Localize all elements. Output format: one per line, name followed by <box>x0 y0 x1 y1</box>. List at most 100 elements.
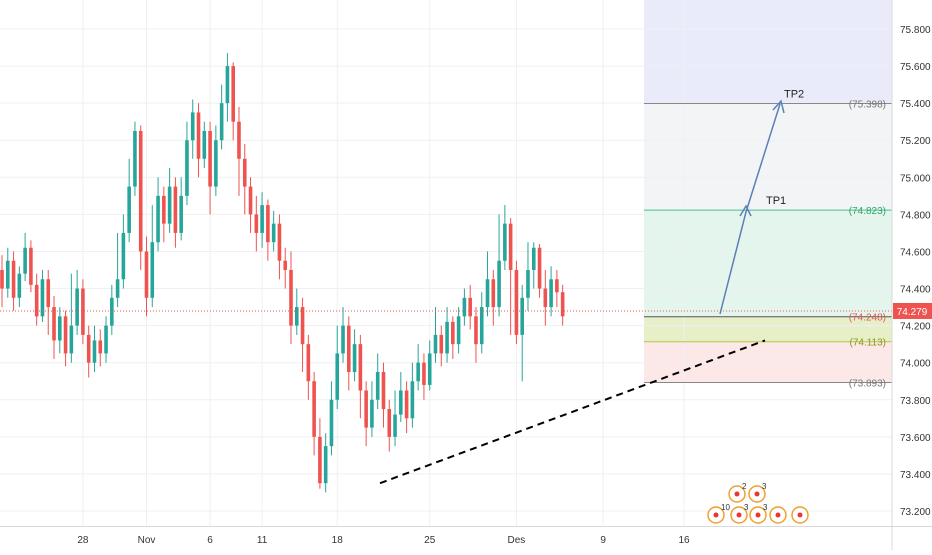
candle-body <box>46 279 51 308</box>
y-tick-label: 73.800 <box>900 396 931 407</box>
candle-body <box>40 279 45 317</box>
event-badge-icon[interactable]: 10 <box>707 503 730 524</box>
candle-body <box>5 260 10 289</box>
candle-body <box>202 130 207 159</box>
candle-body <box>277 223 282 261</box>
stop-zone <box>644 341 892 383</box>
candle-body <box>219 103 224 141</box>
candle-body <box>133 130 137 187</box>
x-tick-label: Des <box>508 535 526 546</box>
candle-body <box>323 446 328 484</box>
candle-body <box>560 292 565 317</box>
x-tick-label: 25 <box>424 535 436 546</box>
event-badge-dot <box>734 491 740 497</box>
arrowhead-tp2 <box>772 99 785 114</box>
candle-body <box>514 270 519 335</box>
candle-body <box>416 362 420 382</box>
support-band <box>644 316 892 342</box>
candle-body <box>399 390 403 415</box>
candle-body <box>491 279 496 308</box>
event-badge-dot <box>775 512 781 518</box>
event-badge-dot <box>755 512 761 518</box>
candle-body <box>110 297 114 326</box>
candle-body <box>144 251 149 298</box>
candle-body <box>433 334 438 354</box>
candle-body <box>462 297 467 317</box>
y-tick-label: 73.400 <box>900 470 931 481</box>
tp2-zone <box>644 103 892 211</box>
trendline <box>379 339 766 485</box>
event-badge-dot <box>713 512 719 518</box>
candle-body <box>156 195 160 243</box>
y-tick-label: 74.600 <box>900 247 931 258</box>
candle-body <box>52 307 56 341</box>
candle-body <box>173 186 178 233</box>
candle-body <box>543 288 548 308</box>
event-badge-count: 3 <box>762 482 767 491</box>
candle-body <box>225 66 230 104</box>
candle-body <box>242 158 247 187</box>
candle-body <box>439 334 444 354</box>
event-badge-icon[interactable] <box>769 506 787 524</box>
candle-body <box>86 334 91 363</box>
candle-body <box>526 270 530 298</box>
candle-body <box>92 340 97 363</box>
candle-body <box>11 260 16 298</box>
candle-body <box>393 414 397 437</box>
event-badge-icon[interactable]: 3 <box>748 482 767 503</box>
candle-body <box>69 325 74 354</box>
candle-body <box>300 307 305 345</box>
event-badge-dot <box>736 512 742 518</box>
candle-body <box>214 140 218 187</box>
candle-body <box>422 362 426 385</box>
tp2-label: TP2 <box>784 89 804 101</box>
candle-body <box>150 242 155 298</box>
x-tick-label: 6 <box>207 535 213 546</box>
y-tick-label: 74.400 <box>900 285 931 296</box>
arrowhead-tp1 <box>739 204 752 217</box>
candle-body <box>537 247 542 289</box>
level-label: (73.893) <box>849 379 886 390</box>
candle-body <box>456 316 461 345</box>
candle-body <box>0 270 4 289</box>
candle-body <box>312 381 316 437</box>
candle-body <box>260 205 264 233</box>
candle-body <box>381 371 386 410</box>
candle-body <box>410 381 415 419</box>
price-badge-label: 74.279 <box>897 307 928 318</box>
candle-body <box>341 325 345 354</box>
candle-body <box>127 186 131 233</box>
tp1-label: TP1 <box>766 195 786 207</box>
y-tick-label: 75.000 <box>900 173 931 184</box>
x-tick-label: 18 <box>332 535 344 546</box>
candle-body <box>58 316 62 341</box>
candle-body <box>474 316 478 345</box>
y-tick-label: 74.200 <box>900 322 931 333</box>
candle-body <box>266 205 270 243</box>
candle-body <box>352 344 357 372</box>
candle-body <box>121 232 126 280</box>
y-tick-label: 75.200 <box>900 136 931 147</box>
x-tick-label: 16 <box>678 535 690 546</box>
candle-body <box>468 297 472 317</box>
candle-body <box>503 223 507 261</box>
candle-body <box>370 399 374 428</box>
event-badge-icon[interactable]: 2 <box>728 482 747 503</box>
candle-body <box>185 140 189 196</box>
candle-body <box>75 288 79 326</box>
x-tick-label: 9 <box>600 535 606 546</box>
y-tick-label: 74.800 <box>900 210 931 221</box>
event-badge-icon[interactable]: 3 <box>749 503 768 524</box>
candle-body <box>306 344 311 382</box>
candle-body <box>237 121 241 159</box>
event-badge-icon[interactable] <box>791 506 809 524</box>
candle-body <box>138 130 143 252</box>
candle-body <box>294 307 299 326</box>
candle-body <box>335 353 340 400</box>
upper-zone <box>644 0 892 104</box>
candle-body <box>179 195 183 233</box>
event-badge-icon[interactable]: 3 <box>730 503 749 524</box>
level-label: (74.248) <box>849 313 886 324</box>
candle-body <box>162 195 166 224</box>
